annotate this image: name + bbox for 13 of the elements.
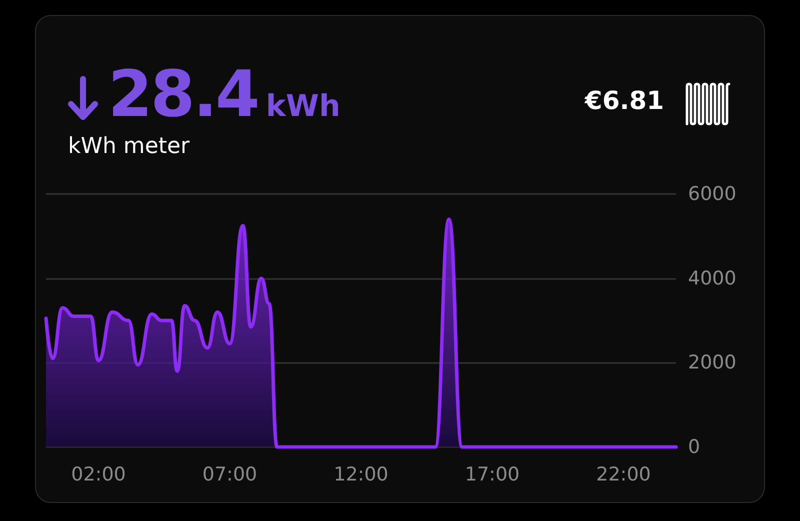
x-tick-label: 17:00	[464, 464, 520, 486]
y-tick-label: 0	[688, 436, 700, 458]
x-tick-label: 22:00	[596, 464, 651, 486]
text: kWh	[266, 89, 340, 124]
x-tick-label: 07:00	[202, 464, 258, 486]
y-tick-label: 4000	[688, 267, 736, 290]
text: kWh meter	[68, 134, 190, 159]
x-tick-label: 12:00	[334, 464, 388, 486]
text: 28.4	[108, 58, 258, 132]
y-tick-label: 2000	[688, 352, 736, 374]
x-tick-label: 02:00	[71, 464, 126, 486]
text: €6.81	[584, 86, 664, 115]
y-tick-label: 6000	[688, 183, 736, 205]
